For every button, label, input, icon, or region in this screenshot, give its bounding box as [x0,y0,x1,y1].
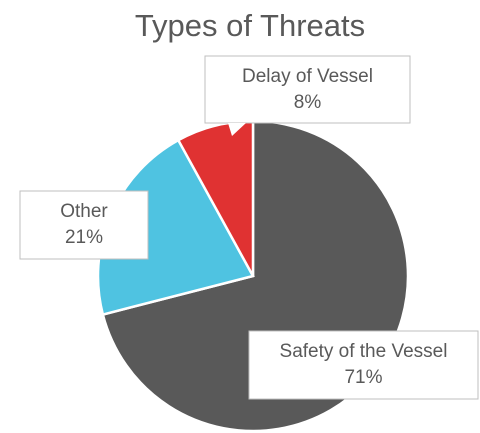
chart-title: Types of Threats [135,8,365,43]
label-box [204,55,411,124]
label-box [19,190,149,260]
category-label: Other [60,201,108,222]
category-label: Delay of Vessel [242,66,373,87]
category-label: Safety of the Vessel [280,341,448,362]
value-label: 8% [294,92,322,113]
value-label: 21% [65,227,103,248]
label-box [248,330,479,400]
label-pointer [228,123,246,136]
value-label: 71% [344,367,382,388]
